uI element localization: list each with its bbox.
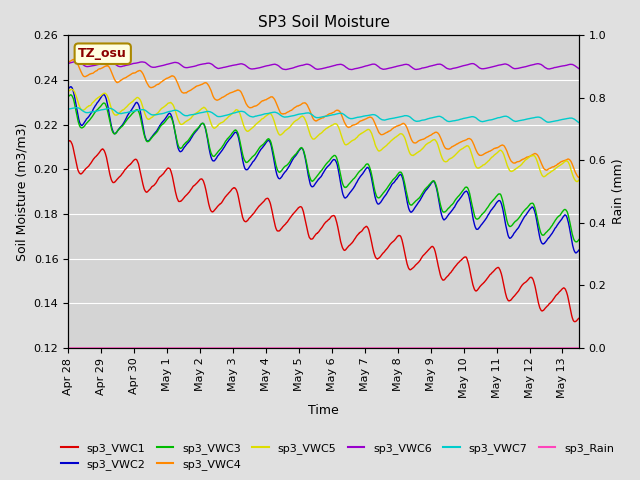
Y-axis label: Soil Moisture (m3/m3): Soil Moisture (m3/m3) <box>15 122 28 261</box>
Title: SP3 Soil Moisture: SP3 Soil Moisture <box>257 15 390 30</box>
Legend: sp3_VWC1, sp3_VWC2, sp3_VWC3, sp3_VWC4, sp3_VWC5, sp3_VWC6, sp3_VWC7, sp3_Rain: sp3_VWC1, sp3_VWC2, sp3_VWC3, sp3_VWC4, … <box>57 438 619 474</box>
Text: TZ_osu: TZ_osu <box>78 47 127 60</box>
Y-axis label: Rain (mm): Rain (mm) <box>612 159 625 225</box>
X-axis label: Time: Time <box>308 404 339 417</box>
